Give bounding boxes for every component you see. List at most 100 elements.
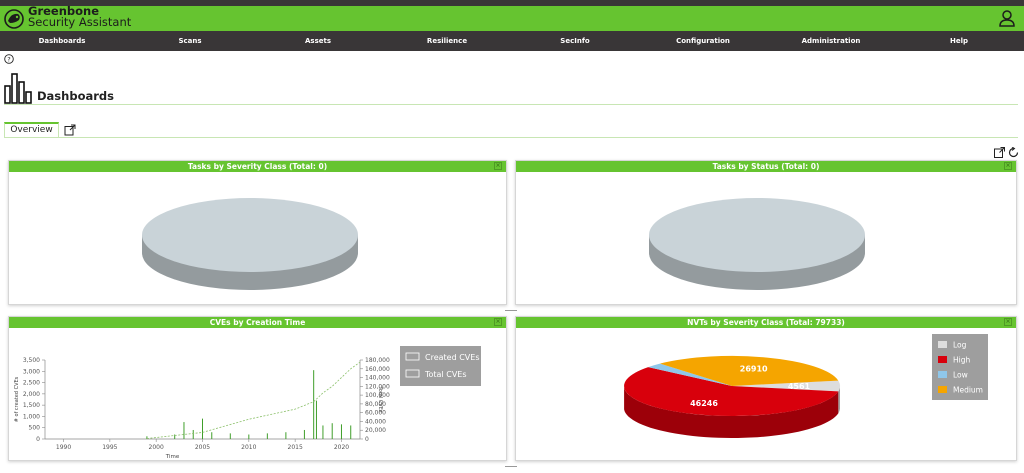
help-icon[interactable]: ? [4, 54, 14, 64]
legend-label-high: High [953, 356, 970, 365]
close-icon[interactable]: × [494, 162, 502, 170]
x-tick-label: 2005 [195, 444, 210, 451]
nav-administration[interactable]: Administration [801, 37, 861, 45]
nav-scans[interactable]: Scans [178, 37, 202, 45]
x-tick-label: 2020 [334, 444, 349, 451]
panel-title: NVTs by Severity Class (Total: 79733) [687, 318, 845, 327]
panel-header: Tasks by Status (Total: 0) × [516, 161, 1016, 172]
y2-tick-label: 0 [365, 436, 369, 443]
title-divider [4, 104, 1018, 105]
reset-icon[interactable] [1008, 147, 1019, 158]
tab-divider [4, 137, 1018, 138]
x-tick-label: 1990 [56, 444, 71, 451]
y2-tick-label: 20,000 [365, 427, 386, 434]
pie-slice-high [624, 367, 839, 417]
pie-label-medium: 26910 [740, 364, 768, 373]
legend-label-medium: Medium [953, 386, 983, 395]
y-tick-label: 2,000 [23, 391, 40, 398]
y2-tick-label: 160,000 [365, 366, 390, 373]
total-cves-line [146, 361, 361, 439]
x-tick-label: 2000 [149, 444, 164, 451]
x-tick-label: 2015 [288, 444, 303, 451]
y-tick-label: 0 [36, 436, 40, 443]
y-tick-label: 3,500 [23, 357, 40, 364]
close-icon[interactable]: × [1004, 162, 1012, 170]
add-dashboard-icon[interactable] [64, 124, 76, 136]
user-icon[interactable] [998, 9, 1016, 27]
panel-title: CVEs by Creation Time [209, 318, 306, 327]
panel-cves-time: CVEs by Creation Time × 0 500 1,000 1,500 2,… [8, 316, 507, 461]
legend-swatch-high [938, 356, 947, 363]
pie-slice-low [648, 363, 732, 386]
svg-text:?: ? [7, 56, 10, 64]
legend-swatch [405, 369, 420, 378]
y-tick-label: 500 [29, 425, 41, 432]
pie-label-high: 46246 [690, 399, 718, 408]
nav-secinfo[interactable]: SecInfo [560, 37, 590, 45]
chart-legend: Log High Low Medium [932, 334, 988, 400]
resize-grip[interactable] [505, 466, 517, 467]
legend-label: Created CVEs [425, 353, 479, 362]
panel-header: CVEs by Creation Time × [9, 317, 506, 328]
legend-label-log: Log [953, 341, 967, 350]
empty-pie-chart [649, 198, 865, 290]
panel-header: Tasks by Severity Class (Total: 0) × [9, 161, 506, 172]
main-nav: Dashboards Scans Assets Resilience SecIn… [0, 31, 1024, 51]
panel-tasks-status: Tasks by Status (Total: 0) × [515, 160, 1017, 305]
y2-tick-label: 140,000 [365, 375, 390, 382]
panel-title: Tasks by Severity Class (Total: 0) [187, 162, 328, 171]
y2-tick-label: 60,000 [365, 410, 386, 417]
empty-pie-chart [142, 198, 358, 290]
pie-slice-side-log [838, 386, 840, 414]
legend-label-low: Low [953, 371, 968, 380]
panel-nvts-severity: NVTs by Severity Class (Total: 79733) × … [515, 316, 1017, 461]
pie-top [142, 198, 358, 272]
pie-top [649, 198, 865, 272]
close-icon[interactable]: × [1004, 318, 1012, 326]
app-header: Greenbone Security Assistant [0, 4, 1024, 31]
tab-overview[interactable]: Overview [4, 122, 59, 138]
nav-assets[interactable]: Assets [304, 37, 332, 45]
x-tick-label: 1995 [102, 444, 117, 451]
y2-tick-label: 180,000 [365, 357, 390, 364]
close-icon[interactable]: × [494, 318, 502, 326]
chart-legend: Created CVEs Total CVEs [400, 346, 481, 386]
legend-swatch-low [938, 371, 947, 378]
pie-slice-medium [660, 355, 839, 386]
legend-swatch-log [938, 341, 947, 348]
y2-tick-label: 120,000 [365, 383, 390, 390]
nvt-pie-chart: 4561 46246 26910 Log High Low Medium [624, 334, 988, 438]
x-axis-label: Time [165, 454, 180, 460]
y-tick-label: 2,500 [23, 380, 40, 387]
nav-resilience[interactable]: Resilience [426, 37, 468, 45]
nav-help[interactable]: Help [949, 37, 969, 45]
dashboard-icon [4, 73, 32, 104]
brand-name: Greenbone Security Assistant [28, 4, 132, 29]
y2-tick-label: 100,000 [365, 392, 390, 399]
resize-grip[interactable] [505, 310, 517, 311]
x-tick-label: 2010 [241, 444, 256, 451]
greenbone-logo-icon[interactable] [2, 6, 26, 31]
legend-swatch [405, 352, 420, 361]
panel-title: Tasks by Status (Total: 0) [712, 162, 820, 171]
legend-swatch-medium [938, 386, 947, 393]
brand-line1: Greenbone [28, 4, 100, 18]
y2-axis-label: Total CVEs [377, 386, 383, 413]
pie-slice-log [732, 380, 841, 392]
top-strip [0, 0, 1024, 6]
nav-dashboards[interactable]: Dashboards [38, 37, 86, 45]
legend-box [400, 346, 481, 386]
legend-label: Total CVEs [424, 370, 467, 379]
add-display-icon[interactable] [994, 147, 1005, 158]
pie-label-log: 4561 [788, 382, 811, 391]
brand-line2: Security Assistant [28, 15, 132, 29]
y-tick-label: 1,000 [23, 413, 40, 420]
pie-slice-side-high [624, 387, 839, 438]
cve-line-bar-chart: 0 500 1,000 1,500 2,000 2,500 3,000 3,500 0 20,00… [14, 346, 481, 460]
panel-header: NVTs by Severity Class (Total: 79733) × [516, 317, 1016, 328]
nav-configuration[interactable]: Configuration [676, 37, 730, 45]
panel-tasks-severity: Tasks by Severity Class (Total: 0) × [8, 160, 507, 305]
y-axis-label: # of created CVEs [14, 376, 20, 422]
page-title: Dashboards [37, 89, 114, 103]
y-tick-label: 3,000 [23, 368, 40, 375]
